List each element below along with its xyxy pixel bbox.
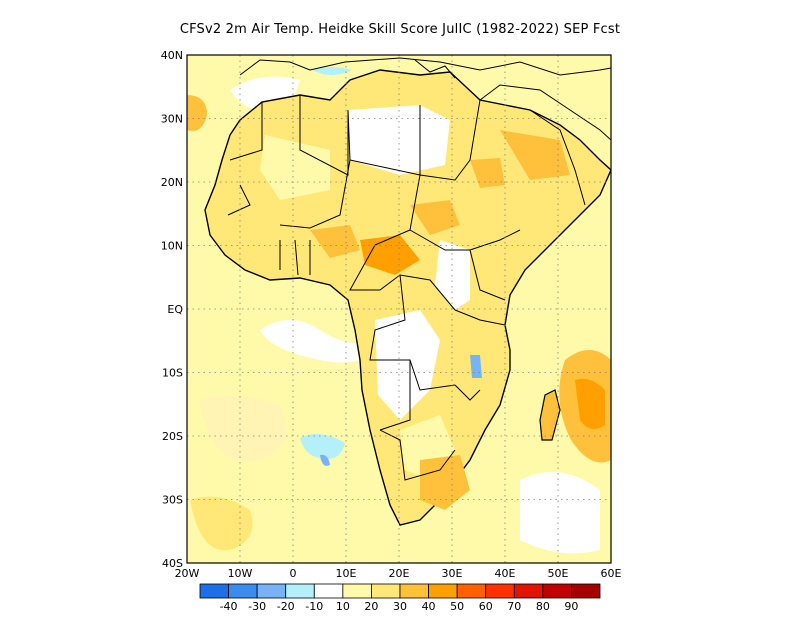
colorbar-label: 70: [507, 600, 521, 613]
lon-tick-label: 10W: [228, 567, 253, 580]
lon-tick-label: 20E: [389, 567, 410, 580]
lon-tick-label: 10E: [336, 567, 357, 580]
colorbar-swatch: [513, 583, 544, 599]
colorbar-swatch: [371, 583, 401, 599]
country-borders: [227, 95, 521, 481]
colorbar-label: 50: [450, 600, 464, 613]
colorbar-swatch: [342, 583, 372, 599]
lat-tick-label: 30S: [162, 494, 183, 507]
colorbar-label: 40: [422, 600, 436, 613]
colorbar-swatch: [485, 583, 515, 599]
lon-tick-label: 20W: [175, 567, 200, 580]
negative-skill-patch: [300, 434, 345, 459]
map-title: CFSv2 2m Air Temp. Heidke Skill Score Ju…: [179, 22, 621, 37]
colorbar-label: -20: [277, 600, 295, 613]
colorbar-label: 90: [564, 600, 578, 613]
lat-tick-label: 30N: [161, 113, 183, 126]
lon-tick-label: 50E: [548, 567, 569, 580]
colorbar-label: 10: [336, 600, 350, 613]
lat-tick-label: 10N: [161, 240, 183, 253]
colorbar-swatch: [313, 583, 344, 599]
colorbar-label: 30: [393, 600, 407, 613]
colorbar-swatch: [542, 583, 572, 599]
lat-tick-label: 40N: [161, 49, 183, 62]
colorbar-label: 80: [536, 600, 550, 613]
latitude-labels: 40N 30N 20N 10N EQ 10S 20S 30S 40S: [161, 49, 184, 570]
madagascar: [539, 389, 561, 441]
colorbar-label: -30: [248, 600, 266, 613]
colorbar-swatch: [399, 583, 429, 599]
lon-tick-label: 0: [290, 567, 297, 580]
lake-malawi-negative: [470, 355, 482, 378]
colorbar-label: -40: [220, 600, 238, 613]
lat-tick-label: 20S: [162, 430, 183, 443]
map-frame: [186, 54, 612, 564]
colorbar-swatch: [228, 583, 258, 599]
colorbar-swatch: [428, 583, 458, 599]
lon-tick-label: 30E: [442, 567, 463, 580]
colorbar: [199, 583, 601, 599]
colorbar-label: 60: [479, 600, 493, 613]
coastlines-north: [239, 57, 611, 206]
lon-tick-label: 60E: [601, 567, 622, 580]
colorbar-labels: -40 -30 -20 -10 10 20 30 40 50 60 70 80 90: [220, 600, 579, 613]
colorbar-swatch: [285, 583, 315, 599]
lat-tick-label: 10S: [162, 367, 183, 380]
colorbar-label: -10: [305, 600, 323, 613]
colorbar-swatch: [571, 583, 601, 599]
lon-tick-label: 40E: [495, 567, 516, 580]
lat-tick-label: EQ: [167, 303, 183, 316]
lat-tick-label: 20N: [161, 176, 183, 189]
colorbar-swatch: [456, 583, 487, 599]
colorbar-swatch: [256, 583, 287, 599]
africa-landmass: [204, 69, 611, 526]
lat-tick-label: 40S: [162, 557, 183, 570]
colorbar-swatch: [199, 583, 229, 599]
longitude-labels: 20W 10W 0 10E 20E 30E 40E 50E 60E: [175, 567, 622, 580]
colorbar-label: 20: [364, 600, 378, 613]
graticule: [187, 55, 611, 563]
